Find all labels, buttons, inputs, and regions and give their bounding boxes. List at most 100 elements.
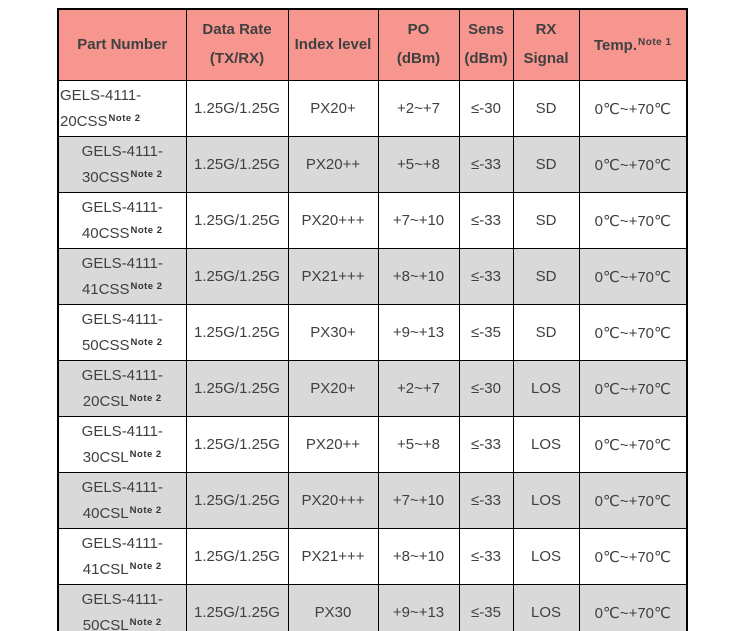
- temp-cell: 0℃~+70℃: [578, 304, 688, 361]
- part-number-cell: GELS-4111- 20CSSNote 2: [57, 80, 187, 137]
- part-number-line1: GELS-4111-: [81, 143, 163, 160]
- index-level-cell: PX21+++: [287, 248, 379, 305]
- note2-superscript: Note 2: [130, 281, 163, 292]
- part-number-line1: GELS-4111-: [81, 479, 163, 496]
- data-rate-cell: 1.25G/1.25G: [185, 584, 289, 631]
- part-number-line2-wrap: 40CSSNote 2: [61, 219, 184, 245]
- table-row: GELS-4111- 41CSSNote 2 1.25G/1.25G PX21+…: [57, 248, 688, 305]
- header-label: Part Number: [77, 35, 168, 53]
- note2-superscript: Note 2: [130, 225, 163, 236]
- note2-superscript: Note 2: [130, 169, 163, 180]
- note2-superscript: Note 2: [129, 617, 162, 628]
- sens-cell: ≤-33: [458, 416, 514, 473]
- po-cell: +9~+13: [377, 304, 460, 361]
- column-header-sens: Sens (dBm): [458, 8, 514, 81]
- data-rate-cell: 1.25G/1.25G: [185, 528, 289, 585]
- header-sublabel: (dBm): [464, 50, 508, 67]
- part-number-line1: GELS-4111-: [81, 535, 163, 552]
- table-row: GELS-4111- 30CSSNote 2 1.25G/1.25G PX20+…: [57, 136, 688, 193]
- rx-signal-cell: SD: [512, 304, 580, 361]
- part-number-line2-wrap: 41CSLNote 2: [61, 555, 184, 581]
- po-cell: +5~+8: [377, 136, 460, 193]
- rx-signal-cell: LOS: [512, 472, 580, 529]
- data-rate-cell: 1.25G/1.25G: [185, 248, 289, 305]
- po-cell: +7~+10: [377, 192, 460, 249]
- part-number-line2-wrap: 41CSSNote 2: [61, 275, 184, 301]
- column-header-data-rate: Data Rate (TX/RX): [185, 8, 289, 81]
- header-label: Data Rate: [202, 21, 272, 39]
- column-header-temp: Temp.Note 1: [578, 8, 688, 81]
- part-number-cell: GELS-4111- 20CSLNote 2: [57, 360, 187, 417]
- po-cell: +8~+10: [377, 528, 460, 585]
- po-cell: +2~+7: [377, 80, 460, 137]
- part-number-line1: GELS-4111-: [81, 311, 163, 328]
- part-number-line2-wrap: 50CSLNote 2: [61, 611, 184, 631]
- part-number-cell: GELS-4111- 40CSLNote 2: [57, 472, 187, 529]
- rx-signal-cell: LOS: [512, 528, 580, 585]
- table-row: GELS-4111- 20CSLNote 2 1.25G/1.25G PX20+…: [57, 360, 688, 417]
- part-number-cell: GELS-4111- 50CSSNote 2: [57, 304, 187, 361]
- part-number-line2: 20CSL: [82, 393, 129, 410]
- part-number-line1: GELS-4111-: [81, 591, 163, 608]
- part-number-line2: 50CSS: [81, 337, 130, 354]
- part-number-line2: 20CSS: [60, 113, 108, 130]
- temp-cell: 0℃~+70℃: [578, 248, 688, 305]
- part-number-line2: 41CSS: [81, 281, 130, 298]
- index-level-cell: PX30+: [287, 304, 379, 361]
- part-number-line2: 30CSL: [82, 449, 129, 466]
- data-rate-cell: 1.25G/1.25G: [185, 136, 289, 193]
- data-rate-cell: 1.25G/1.25G: [185, 304, 289, 361]
- sens-cell: ≤-33: [458, 472, 514, 529]
- rx-signal-cell: LOS: [512, 584, 580, 631]
- temp-cell: 0℃~+70℃: [578, 528, 688, 585]
- sens-cell: ≤-33: [458, 136, 514, 193]
- column-header-part-number: Part Number: [57, 8, 187, 81]
- temp-cell: 0℃~+70℃: [578, 584, 688, 631]
- part-number-cell: GELS-4111- 30CSLNote 2: [57, 416, 187, 473]
- part-number-line2: 30CSS: [81, 169, 130, 186]
- temp-cell: 0℃~+70℃: [578, 416, 688, 473]
- part-number-line1: GELS-4111-: [60, 87, 142, 104]
- header-sublabel: Signal: [523, 50, 569, 67]
- part-number-cell: GELS-4111- 41CSLNote 2: [57, 528, 187, 585]
- header-label: Index level: [294, 35, 372, 53]
- index-level-cell: PX20+: [287, 80, 379, 137]
- table-row: GELS-4111- 50CSLNote 2 1.25G/1.25G PX30 …: [57, 584, 688, 631]
- index-level-cell: PX20+++: [287, 472, 379, 529]
- table-row: GELS-4111- 40CSSNote 2 1.25G/1.25G PX20+…: [57, 192, 688, 249]
- sens-cell: ≤-33: [458, 248, 514, 305]
- rx-signal-cell: SD: [512, 248, 580, 305]
- part-number-line2: 50CSL: [82, 617, 129, 631]
- sens-cell: ≤-30: [458, 360, 514, 417]
- po-cell: +5~+8: [377, 416, 460, 473]
- index-level-cell: PX21+++: [287, 528, 379, 585]
- part-number-line2-wrap: 30CSSNote 2: [61, 163, 184, 189]
- index-level-cell: PX30: [287, 584, 379, 631]
- rx-signal-cell: SD: [512, 80, 580, 137]
- column-header-po: PO (dBm): [377, 8, 460, 81]
- table-row: GELS-4111- 40CSLNote 2 1.25G/1.25G PX20+…: [57, 472, 688, 529]
- part-number-line2: 40CSL: [82, 505, 129, 522]
- index-level-cell: PX20++: [287, 416, 379, 473]
- header-sublabel: (TX/RX): [209, 50, 265, 67]
- temp-cell: 0℃~+70℃: [578, 192, 688, 249]
- data-rate-cell: 1.25G/1.25G: [185, 192, 289, 249]
- part-number-line1: GELS-4111-: [81, 199, 163, 216]
- part-number-line2-wrap: 30CSLNote 2: [61, 443, 184, 469]
- spec-table: Part Number Data Rate (TX/RX) Index leve…: [57, 8, 688, 631]
- note2-superscript: Note 2: [108, 113, 141, 124]
- note2-superscript: Note 2: [130, 337, 163, 348]
- part-number-cell: GELS-4111- 41CSSNote 2: [57, 248, 187, 305]
- data-rate-cell: 1.25G/1.25G: [185, 416, 289, 473]
- rx-signal-cell: LOS: [512, 416, 580, 473]
- po-cell: +7~+10: [377, 472, 460, 529]
- temp-cell: 0℃~+70℃: [578, 136, 688, 193]
- part-number-line1: GELS-4111-: [81, 367, 163, 384]
- index-level-cell: PX20+++: [287, 192, 379, 249]
- part-number-cell: GELS-4111- 40CSSNote 2: [57, 192, 187, 249]
- part-number-line2-wrap: 40CSLNote 2: [61, 499, 184, 525]
- po-cell: +8~+10: [377, 248, 460, 305]
- part-number-line2-wrap: 50CSSNote 2: [61, 331, 184, 357]
- part-number-line1: GELS-4111-: [81, 255, 163, 272]
